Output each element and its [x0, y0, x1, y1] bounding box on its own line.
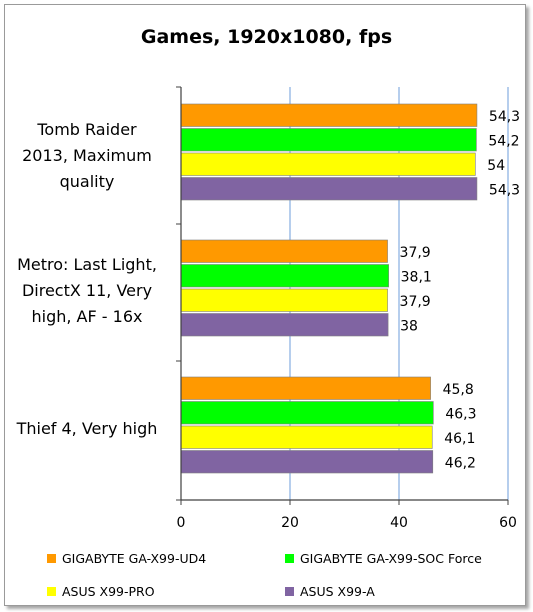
- bar: [180, 313, 389, 337]
- bar: [180, 401, 434, 425]
- bar: [180, 288, 388, 312]
- legend-label: GIGABYTE GA-X99-SOC Force: [300, 551, 482, 566]
- legend-item: GIGABYTE GA-X99-UD4: [47, 551, 206, 566]
- bar: [180, 152, 476, 176]
- data-label: 54,2: [488, 134, 519, 150]
- data-label: 37,9: [400, 245, 431, 261]
- legend-swatch: [285, 554, 294, 563]
- category-label: high, AF - 16x: [32, 307, 143, 326]
- legend-item: ASUS X99-PRO: [47, 584, 155, 599]
- bar: [180, 103, 478, 127]
- data-label: 46,1: [444, 431, 475, 447]
- legend-item: ASUS X99-A: [285, 584, 375, 599]
- category-label: quality: [60, 172, 115, 191]
- legend-swatch: [285, 587, 294, 596]
- data-label: 54,3: [489, 109, 520, 125]
- bar: [180, 376, 431, 400]
- data-label: 46,3: [445, 407, 476, 423]
- data-label: 45,8: [443, 382, 474, 398]
- bar: [180, 450, 434, 474]
- x-tick-label: 40: [390, 515, 408, 531]
- legend-swatch: [47, 554, 56, 563]
- bar: [180, 425, 433, 449]
- legend-label: ASUS X99-PRO: [62, 584, 155, 599]
- data-label: 54: [487, 158, 505, 174]
- x-tick-label: 60: [499, 515, 517, 531]
- x-tick-label: 20: [281, 515, 299, 531]
- legend-label: ASUS X99-A: [300, 584, 375, 599]
- category-label: Metro: Last Light,: [17, 255, 157, 274]
- legend-label: GIGABYTE GA-X99-UD4: [62, 551, 207, 566]
- data-label: 38,1: [401, 270, 432, 286]
- category-label: Thief 4, Very high: [16, 419, 158, 438]
- bar: [180, 128, 477, 152]
- x-tick-label: 0: [177, 515, 186, 531]
- data-label: 46,2: [445, 456, 476, 472]
- data-label: 54,3: [489, 183, 520, 199]
- bar: [180, 264, 389, 288]
- bar: [180, 177, 478, 201]
- chart-title: Games, 1920x1080, fps: [140, 26, 393, 48]
- data-label: 37,9: [400, 294, 431, 310]
- legend-item: GIGABYTE GA-X99-SOC Force: [285, 551, 482, 566]
- legend-swatch: [47, 587, 56, 596]
- category-label: Tomb Raider: [36, 120, 137, 139]
- data-label: 38: [400, 319, 418, 335]
- category-label: 2013, Maximum: [22, 146, 152, 165]
- bar: [180, 239, 388, 263]
- category-label: DirectX 11, Very: [22, 281, 152, 300]
